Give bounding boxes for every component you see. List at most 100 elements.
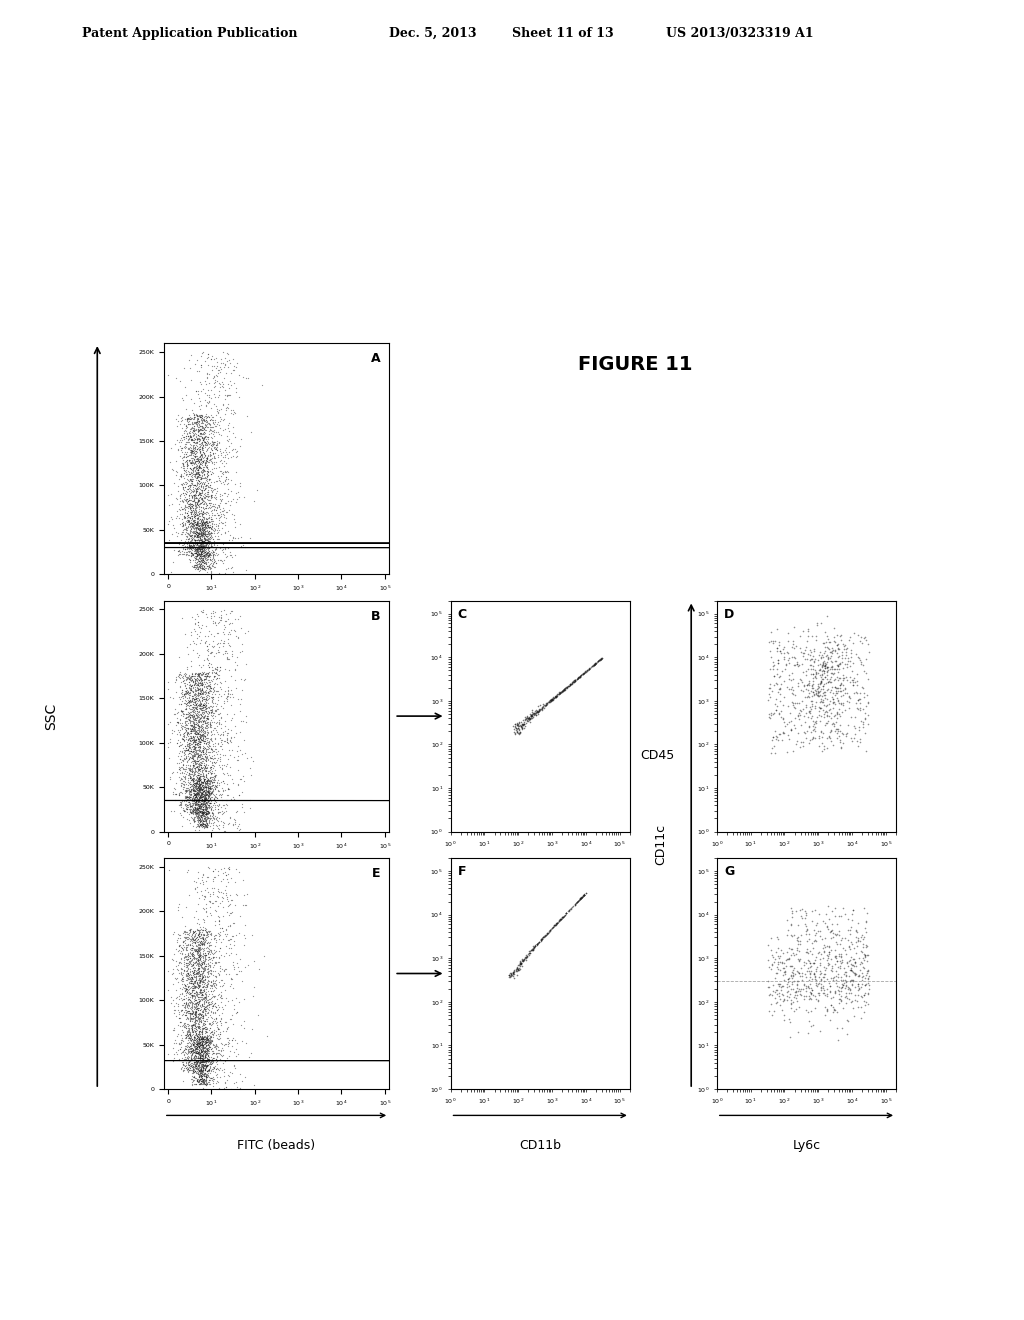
Point [185,944,202,965]
Point [203,1002,219,1023]
Point [173,1030,189,1051]
Point [574,663,591,684]
Point [168,450,184,471]
Point [210,741,226,762]
Point [180,521,197,543]
Point [792,899,808,920]
Point [201,490,217,511]
Point [208,1052,224,1073]
Point [194,972,210,993]
Point [796,974,812,995]
Point [195,772,211,793]
Point [195,550,211,572]
Point [182,537,199,558]
Point [179,929,196,950]
Point [194,682,210,704]
Point [539,924,555,945]
Point [190,941,207,962]
Point [180,722,197,743]
Point [191,774,208,795]
Point [843,727,859,748]
Point [184,451,201,473]
Point [790,981,806,1002]
Point [182,702,199,723]
Point [505,962,521,983]
Point [768,979,784,1001]
Point [199,553,215,574]
Point [198,774,214,795]
Point [226,812,243,833]
Point [817,957,834,978]
Point [765,659,781,680]
Point [200,521,216,543]
Point [198,784,214,805]
Point [187,1041,204,1063]
Point [213,1039,229,1060]
Point [197,755,213,776]
Point [208,808,224,829]
Point [817,684,834,705]
Point [188,544,205,565]
Point [188,432,205,453]
Point [203,1051,219,1072]
Point [189,539,206,560]
Point [183,997,200,1018]
Point [196,723,212,744]
Point [203,964,219,985]
Point [191,700,208,721]
Point [197,1036,213,1057]
Point [193,1048,209,1069]
Point [191,450,208,471]
Point [197,957,213,978]
Point [198,374,214,395]
Point [190,1061,207,1082]
Point [184,441,201,462]
Point [174,516,190,537]
Point [206,552,222,573]
Point [195,816,211,837]
Point [187,478,204,499]
Point [199,647,215,668]
Point [177,735,194,756]
Point [195,496,211,517]
Point [178,961,195,982]
Point [204,478,220,499]
Point [205,1012,221,1034]
Point [210,733,226,754]
Point [781,1008,798,1030]
Point [197,1041,213,1063]
Point [562,899,579,920]
Point [204,742,220,763]
Point [202,696,218,717]
Point [191,1044,208,1065]
Point [204,1048,220,1069]
Point [195,814,211,836]
Point [191,945,208,966]
Point [182,796,199,817]
Point [197,512,213,533]
Point [196,1069,212,1090]
Point [183,474,200,495]
Point [183,706,200,727]
Point [216,754,232,775]
Point [780,630,797,651]
Point [176,986,193,1007]
Point [208,952,224,973]
Point [178,638,195,659]
Point [191,982,208,1003]
Point [203,1032,219,1053]
Point [183,1040,200,1061]
Point [200,688,216,709]
Point [839,653,855,675]
Point [203,1026,219,1047]
Point [174,490,190,511]
Point [202,529,218,550]
Point [181,694,198,715]
Point [180,1023,197,1044]
Point [166,540,182,561]
Point [194,1038,210,1059]
Point [810,735,826,756]
Point [173,982,189,1003]
Point [811,953,827,974]
Point [822,1010,839,1031]
